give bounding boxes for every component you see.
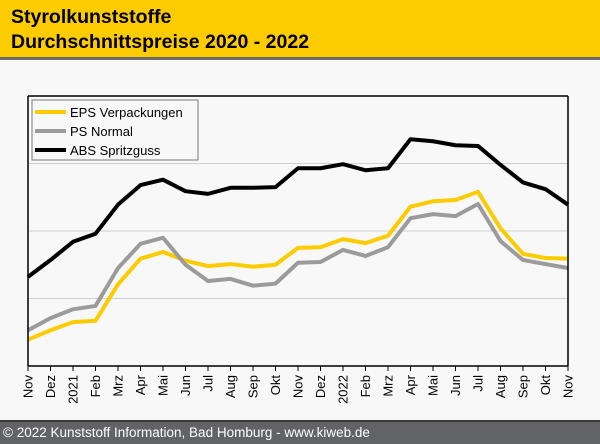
x-tick-label: Jun (178, 375, 193, 396)
x-tick-label: Jun (448, 375, 463, 396)
x-tick-label: 2021 (66, 375, 81, 404)
x-tick-label: 2022 (336, 375, 351, 404)
x-tick-label: Okt (538, 375, 553, 396)
x-tick-label: Mai (426, 375, 441, 396)
x-tick-label: Dez (43, 375, 58, 398)
chart-header: Styrolkunststoffe Durchschnittspreise 20… (0, 0, 600, 60)
x-tick-label: Jul (201, 375, 216, 392)
chart-subtitle: Durchschnittspreise 2020 - 2022 (11, 31, 310, 53)
copyright-footer: © 2022 Kunststoff Information, Bad Hombu… (0, 420, 600, 444)
x-tick-label: Jul (471, 375, 486, 392)
legend: EPS Verpackungen PS Normal ABS Spritzguss (31, 99, 199, 161)
x-tick-label: Okt (268, 375, 283, 396)
x-tick-label: Aug (223, 375, 238, 398)
x-tick-label: Sep (516, 375, 531, 398)
x-tick-label: Mrz (111, 375, 126, 397)
x-tick-label: Mai (156, 375, 171, 396)
legend-label: PS Normal (70, 124, 133, 139)
series-group (26, 137, 570, 342)
x-tick-label: Feb (358, 375, 373, 397)
x-tick-label: Nov (561, 375, 576, 399)
x-axis-ticks: Nov Dez 2021 Feb Mrz Apr Mai Jun Jul Aug Sep Okt Nov… (21, 366, 576, 404)
x-tick-label: Sep (246, 375, 261, 398)
x-tick-label: Apr (133, 374, 148, 395)
x-tick-label: Feb (88, 375, 103, 397)
x-tick-label: Aug (493, 375, 508, 398)
gridlines (28, 163, 568, 299)
x-tick-label: Apr (403, 374, 418, 395)
x-tick-label: Nov (291, 375, 306, 399)
legend-label: EPS Verpackungen (70, 105, 183, 120)
x-tick-label: Mrz (381, 375, 396, 397)
x-tick-label: Dez (313, 375, 328, 398)
legend-label: ABS Spritzguss (70, 143, 161, 158)
copyright-text: © 2022 Kunststoff Information, Bad Hombu… (3, 425, 370, 440)
chart-title: Styrolkunststoffe (11, 6, 172, 28)
line-chart: Nov Dez 2021 Feb Mrz Apr Mai Jun Jul Aug Sep Okt Nov… (21, 95, 576, 404)
x-tick-label: Nov (21, 375, 36, 399)
